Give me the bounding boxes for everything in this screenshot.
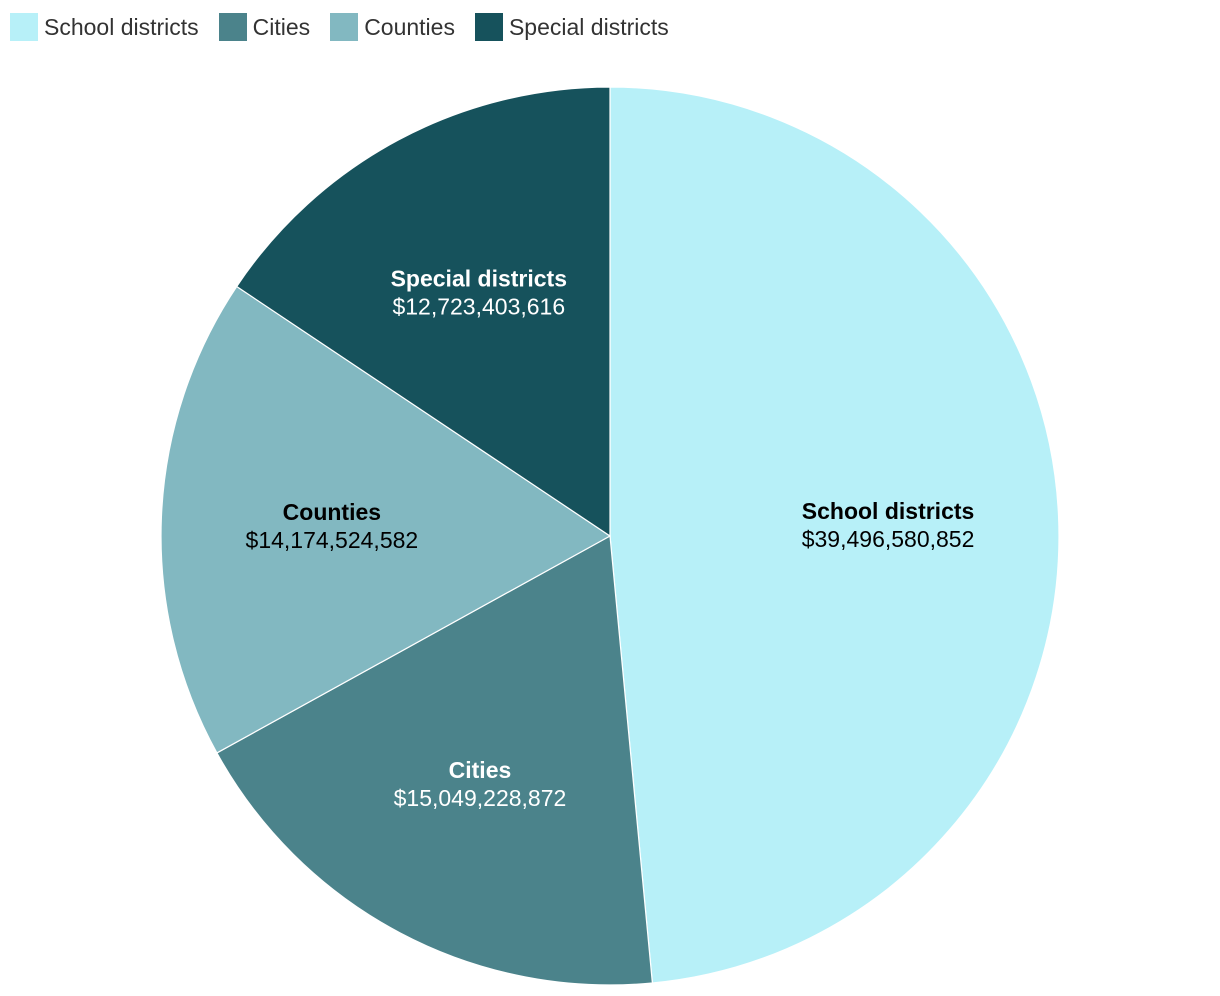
slice-label: Counties (283, 499, 381, 525)
chart-legend: School districts Cities Counties Special… (10, 13, 669, 41)
legend-label: Counties (364, 14, 455, 40)
pie-slice-school-districts[interactable] (609, 86, 1060, 984)
legend-item-cities[interactable]: Cities (218, 13, 311, 41)
pie-slice-special-districts[interactable] (235, 86, 611, 538)
legend-swatch (474, 13, 503, 41)
legend-swatch (10, 13, 38, 41)
pie-slice-cities[interactable] (216, 535, 654, 986)
slice-label: Special districts (391, 265, 567, 291)
legend-label: Special districts (508, 14, 669, 40)
slice-label: Cities (449, 757, 512, 783)
legend-label: Cities (252, 14, 311, 40)
slice-value-label: $14,174,524,582 (246, 527, 419, 553)
legend-item-special-districts[interactable]: Special districts (474, 13, 669, 41)
legend-label: School districts (44, 14, 199, 40)
slice-value-label: $12,723,403,616 (392, 293, 565, 319)
slice-label: School districts (802, 498, 975, 524)
legend-item-school-districts[interactable]: School districts (10, 13, 199, 41)
slice-value-label: $39,496,580,852 (802, 526, 975, 552)
pie-slice-counties[interactable] (160, 285, 612, 754)
legend-item-counties[interactable]: Counties (330, 13, 455, 41)
legend-swatch (218, 13, 247, 41)
legend-swatch (330, 13, 359, 41)
slice-value-label: $15,049,228,872 (394, 785, 567, 811)
